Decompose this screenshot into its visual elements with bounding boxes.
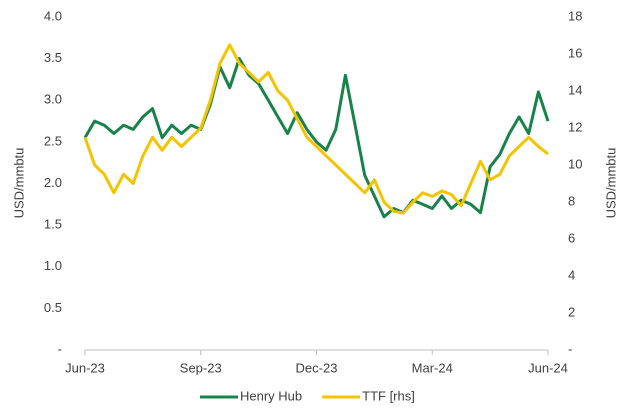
y-tick-label: 1.5	[44, 217, 62, 232]
x-tick-label: Dec-23	[296, 360, 338, 375]
y2-axis-label: USD/mmbtu	[603, 148, 618, 219]
series-line	[83, 57, 550, 219]
x-tick-label: Jun-24	[528, 360, 568, 375]
y2-tick-label: 14	[568, 82, 582, 97]
y-tick-label: 1.0	[44, 258, 62, 273]
y-tick-label: 3.5	[44, 50, 62, 65]
y-tick-label: 2.0	[44, 175, 62, 190]
y2-tick-label: 18	[568, 8, 582, 23]
y2-tick-label: 12	[568, 119, 582, 134]
y2-tick-label: 10	[568, 156, 582, 171]
y-tick-label: 4.0	[44, 8, 62, 23]
x-tick-label: Sep-23	[180, 360, 222, 375]
y2-tick-label: -	[568, 341, 572, 356]
y2-tick-label: 2	[568, 304, 575, 319]
y2-tick-label: 4	[568, 267, 575, 282]
y2-tick-label: 8	[568, 193, 575, 208]
y-tick-label: 0.5	[44, 300, 62, 315]
y-tick-label: 2.5	[44, 133, 62, 148]
y-tick-label: -	[58, 341, 62, 356]
series-line	[83, 43, 549, 215]
y2-tick-label: 6	[568, 230, 575, 245]
y2-tick-label: 16	[568, 45, 582, 60]
x-tick-label: Mar-24	[412, 360, 453, 375]
y-tick-label: 3.0	[44, 92, 62, 107]
legend-label: TTF [rhs]	[362, 388, 415, 403]
y-axis-label: USD/mmbtu	[11, 148, 26, 219]
legend-label: Henry Hub	[240, 388, 302, 403]
x-tick-label: Jun-23	[65, 360, 105, 375]
